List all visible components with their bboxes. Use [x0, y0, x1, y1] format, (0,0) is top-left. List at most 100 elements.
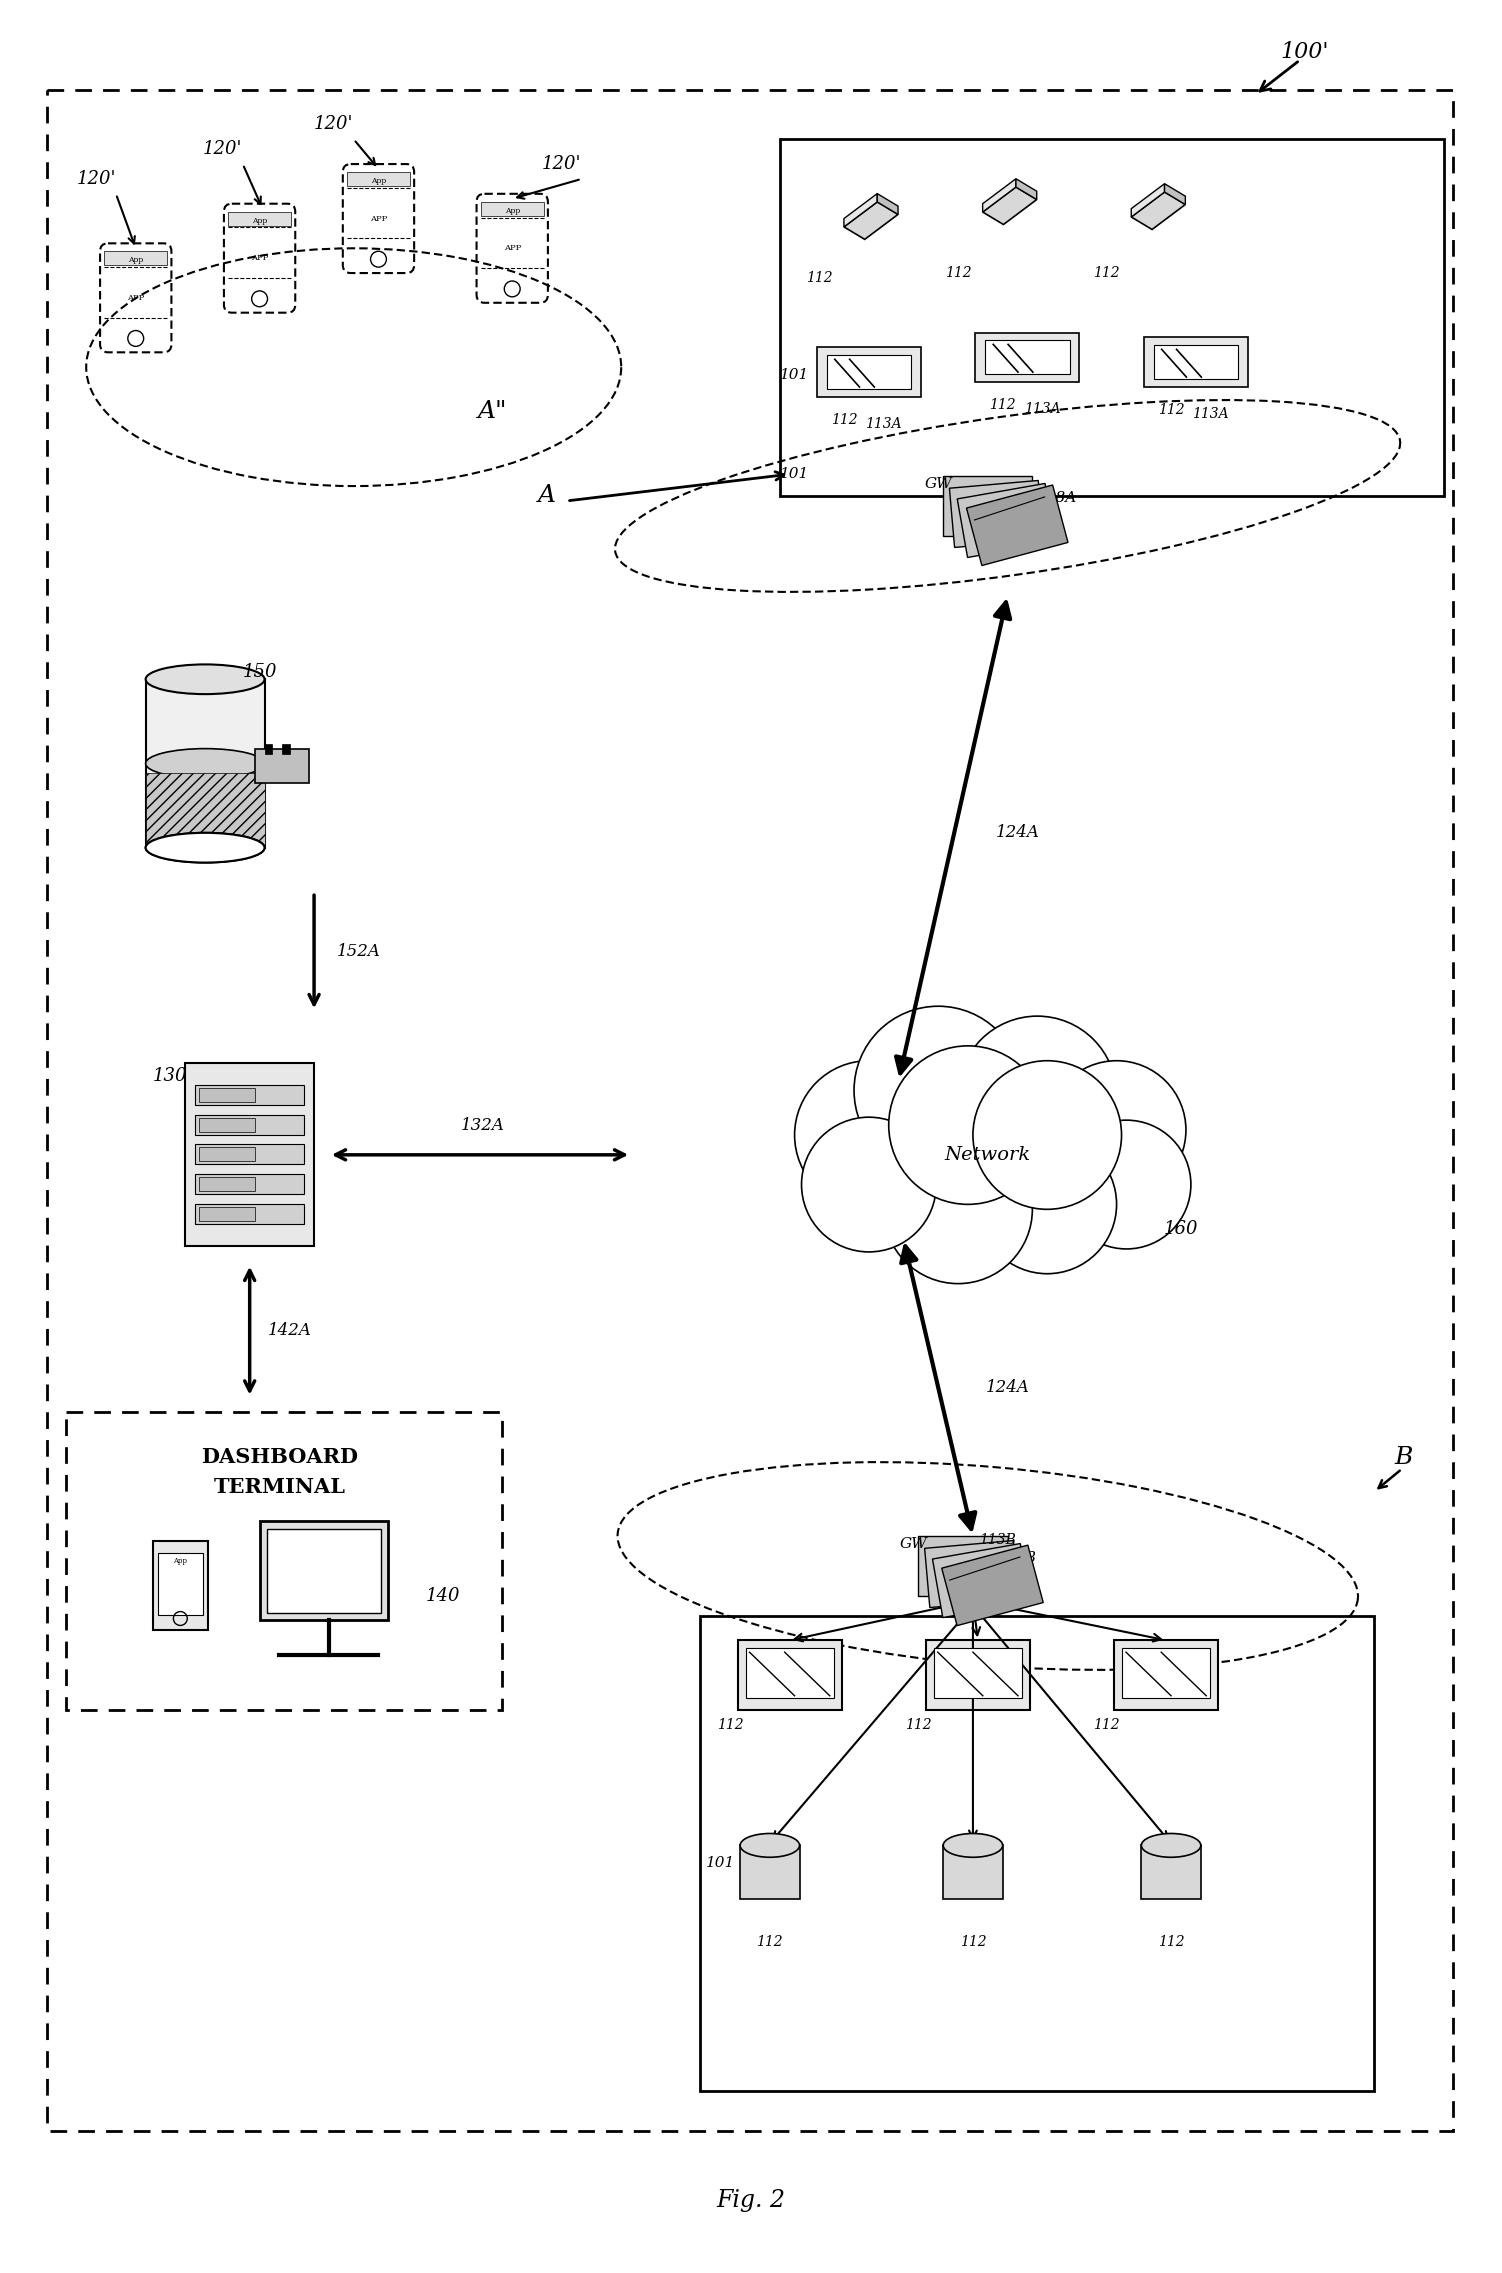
Text: 140: 140 [425, 1587, 460, 1605]
Bar [185, 1064, 314, 1246]
Text: 112: 112 [831, 414, 858, 427]
Bar [817, 348, 921, 398]
Text: 113A: 113A [1024, 402, 1060, 416]
Bar [282, 743, 290, 755]
Text: 112: 112 [1158, 402, 1185, 416]
Text: 120': 120' [77, 170, 116, 189]
Text: GW: GW [924, 477, 952, 491]
Text: 112: 112 [945, 266, 972, 280]
Polygon shape [844, 202, 898, 239]
Circle shape [795, 1061, 943, 1209]
Bar [195, 1114, 305, 1134]
Polygon shape [957, 484, 1056, 557]
Bar [195, 1084, 305, 1105]
Text: 112: 112 [1093, 1718, 1120, 1732]
Bar [146, 773, 264, 848]
Text: 101: 101 [706, 1857, 734, 1871]
FancyBboxPatch shape [224, 205, 296, 314]
Bar [1114, 1641, 1218, 1709]
Polygon shape [982, 180, 1015, 211]
Bar [934, 1648, 1021, 1698]
Polygon shape [943, 1846, 1003, 1898]
Polygon shape [925, 1541, 1018, 1607]
Bar [195, 1143, 305, 1164]
Polygon shape [844, 193, 877, 227]
Bar [264, 743, 272, 755]
FancyBboxPatch shape [342, 164, 415, 273]
Circle shape [883, 1134, 1032, 1284]
Text: App: App [173, 1557, 188, 1566]
Polygon shape [1142, 1846, 1200, 1898]
Text: 120': 120' [314, 116, 353, 134]
Circle shape [973, 1061, 1122, 1209]
Bar [737, 1641, 841, 1709]
Polygon shape [933, 1543, 1030, 1618]
Text: 101: 101 [780, 468, 810, 482]
Bar [481, 202, 544, 216]
Ellipse shape [943, 1834, 1003, 1857]
Polygon shape [982, 186, 1036, 225]
Text: 112: 112 [960, 1937, 987, 1950]
Bar [146, 680, 264, 848]
Text: APP: APP [369, 214, 388, 223]
Ellipse shape [1142, 1834, 1200, 1857]
Bar [985, 341, 1069, 375]
Text: 152A: 152A [336, 943, 380, 959]
Polygon shape [1164, 184, 1185, 205]
Circle shape [855, 1007, 1023, 1175]
Polygon shape [942, 1546, 1044, 1625]
Text: Fig. 2: Fig. 2 [716, 2189, 786, 2212]
Bar [200, 1207, 255, 1221]
Bar [200, 1177, 255, 1191]
Bar [826, 355, 912, 389]
FancyBboxPatch shape [476, 193, 548, 302]
Text: 160: 160 [1164, 1221, 1199, 1239]
Text: 124A: 124A [985, 1380, 1029, 1396]
Text: 112: 112 [1158, 1937, 1185, 1950]
Circle shape [1062, 1121, 1191, 1248]
Bar [228, 211, 291, 225]
Text: 120': 120' [542, 155, 581, 173]
Text: 118B: 118B [999, 1550, 1036, 1566]
Bar [195, 1175, 305, 1193]
Circle shape [958, 1016, 1116, 1175]
Bar [200, 1089, 255, 1102]
Bar [700, 1616, 1374, 2091]
Bar [745, 1648, 834, 1698]
Polygon shape [877, 193, 898, 214]
Text: APP: APP [251, 255, 269, 261]
Bar [158, 1552, 203, 1614]
Bar [260, 1521, 389, 1621]
Polygon shape [966, 484, 1068, 566]
Text: 112: 112 [757, 1937, 783, 1950]
Bar [195, 1205, 305, 1223]
Text: 120': 120' [203, 141, 243, 159]
Polygon shape [1131, 184, 1164, 216]
Bar [66, 1412, 502, 1709]
Text: 142A: 142A [267, 1321, 311, 1339]
Text: A": A" [478, 400, 508, 423]
Text: 112: 112 [1093, 266, 1120, 280]
Bar [200, 1148, 255, 1162]
FancyBboxPatch shape [101, 243, 171, 352]
Bar [1145, 336, 1248, 386]
Text: 132A: 132A [461, 1116, 505, 1134]
Text: 113A: 113A [865, 416, 903, 430]
Bar [1122, 1648, 1211, 1698]
Text: 150: 150 [242, 664, 276, 682]
Ellipse shape [146, 832, 264, 861]
Text: 113A: 113A [1193, 407, 1229, 421]
Text: 118A: 118A [1036, 491, 1077, 505]
Text: GW: GW [900, 1537, 927, 1550]
Text: 101: 101 [780, 368, 810, 382]
Text: TERMINAL: TERMINAL [213, 1477, 345, 1496]
Circle shape [1047, 1061, 1187, 1200]
Ellipse shape [146, 664, 264, 693]
Text: APP: APP [503, 243, 521, 252]
Text: DASHBOARD: DASHBOARD [201, 1448, 357, 1466]
Text: 112: 112 [990, 398, 1015, 411]
Circle shape [978, 1134, 1116, 1273]
Text: App: App [128, 257, 143, 264]
Polygon shape [918, 1537, 1008, 1596]
Bar [347, 173, 410, 186]
